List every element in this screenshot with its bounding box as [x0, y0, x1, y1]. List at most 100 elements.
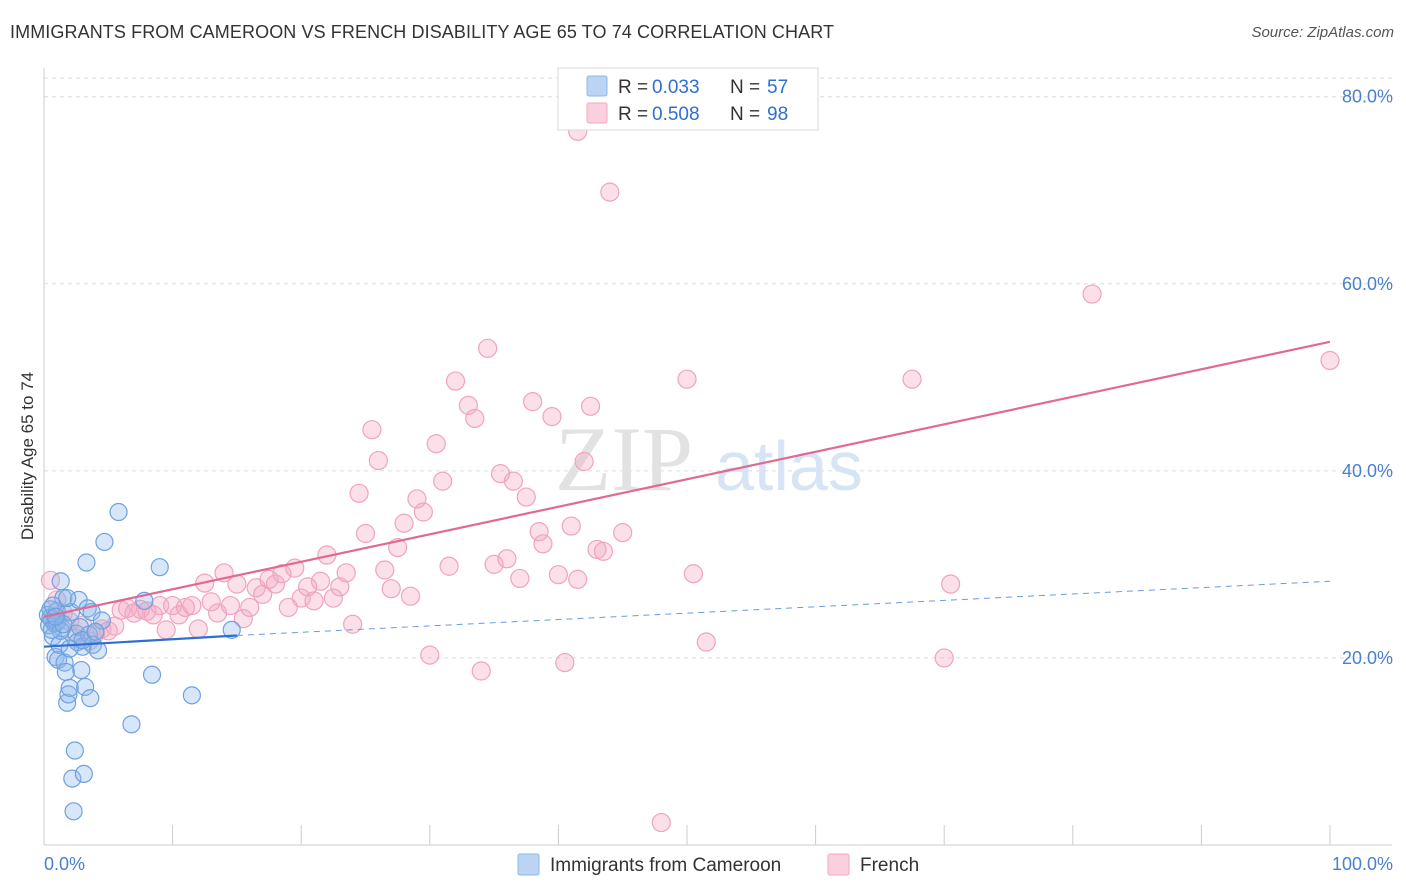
legend-r-label-cameroon: R =: [618, 77, 648, 98]
point-french: [941, 574, 961, 594]
point-cameroon: [59, 685, 78, 704]
trend-line-cameroon-dashed: [236, 580, 1331, 636]
point-french: [323, 588, 343, 608]
point-french: [278, 597, 298, 618]
point-french: [175, 597, 196, 618]
point-french: [613, 522, 633, 543]
point-french: [548, 565, 569, 585]
point-french: [400, 586, 421, 606]
point-cameroon: [56, 662, 75, 682]
legend-n-value-french: 98: [767, 104, 788, 125]
point-cameroon: [65, 741, 84, 760]
x-tick-labels: 0.0% 100.0%: [44, 854, 1393, 874]
legend-n-value-cameroon: 57: [767, 77, 788, 98]
point-french: [497, 549, 517, 569]
point-french: [433, 471, 453, 491]
y-tick-label: 20.0%: [1342, 648, 1393, 668]
point-cameroon: [54, 615, 73, 634]
point-french: [677, 369, 697, 389]
point-french: [478, 338, 498, 358]
point-french: [1320, 350, 1340, 371]
legend-r-label-french: R =: [618, 104, 648, 125]
point-cameroon: [74, 764, 93, 784]
point-french: [394, 513, 414, 533]
point-french: [201, 592, 221, 612]
series-cameroon: [38, 502, 241, 821]
point-french: [233, 609, 253, 629]
point-french: [902, 369, 922, 389]
point-cameroon: [95, 532, 114, 552]
point-french: [220, 595, 241, 616]
top-legend: R = 0.033 N = 57 R = 0.508 N = 98: [557, 67, 819, 131]
point-french: [587, 539, 607, 560]
point-cameroon: [222, 620, 241, 639]
y-tick-label: 80.0%: [1342, 87, 1393, 107]
legend-n-label-french: N =: [730, 104, 760, 125]
point-french: [683, 564, 704, 584]
bottom-legend: Immigrants from Cameroon French: [517, 853, 919, 876]
x-tick-label-end: 100.0%: [1332, 854, 1393, 874]
point-french: [445, 371, 466, 391]
point-french: [381, 579, 401, 599]
point-cameroon: [51, 572, 70, 591]
legend-swatch-french: [586, 102, 608, 124]
point-french: [574, 451, 594, 472]
chart-title: IMMIGRANTS FROM CAMEROON VS FRENCH DISAB…: [10, 22, 835, 42]
y-tick-label: 60.0%: [1342, 274, 1393, 294]
point-french: [471, 661, 491, 681]
point-cameroon: [122, 715, 141, 734]
point-french: [1082, 284, 1102, 304]
point-french: [568, 569, 588, 589]
trend-line-cameroon: [43, 634, 237, 648]
gridlines: [44, 77, 1392, 659]
point-french: [523, 392, 543, 412]
point-cameroon: [76, 677, 95, 697]
axes: [43, 68, 1392, 846]
trend-lines: [43, 340, 1331, 648]
point-french: [516, 487, 536, 507]
bottom-legend-label-cameroon: Immigrants from Cameroon: [550, 855, 781, 876]
point-cameroon: [63, 769, 82, 788]
point-cameroon: [55, 653, 74, 672]
point-french: [696, 632, 716, 652]
point-french: [375, 560, 395, 580]
point-french: [561, 516, 581, 536]
point-cameroon: [60, 678, 79, 697]
point-cameroon: [150, 558, 169, 577]
point-cameroon: [109, 502, 128, 522]
trend-line-french: [43, 340, 1331, 618]
point-french: [529, 522, 549, 542]
y-tick-label: 40.0%: [1342, 461, 1393, 481]
point-cameroon: [142, 665, 162, 684]
legend-swatch-cameroon: [586, 75, 608, 97]
point-cameroon: [58, 588, 77, 608]
point-french: [240, 597, 260, 618]
point-french: [510, 568, 530, 589]
source-label: Source: ZipAtlas.com: [1251, 24, 1394, 41]
point-cameroon: [77, 553, 96, 572]
point-french: [362, 420, 382, 440]
point-french: [420, 645, 440, 665]
point-french: [503, 471, 523, 491]
point-cameroon: [92, 611, 111, 630]
legend-r-value-french: 0.508: [652, 104, 700, 125]
point-french: [310, 571, 331, 591]
point-cameroon: [81, 689, 100, 708]
point-cameroon: [182, 686, 201, 705]
watermark: ZIP atlas: [555, 408, 863, 510]
point-french: [304, 591, 324, 611]
point-french: [182, 595, 202, 616]
point-french: [330, 577, 350, 597]
point-french: [349, 483, 369, 503]
bottom-legend-label-french: French: [860, 855, 919, 876]
point-french: [156, 620, 176, 640]
point-cameroon: [46, 607, 65, 626]
point-cameroon: [88, 641, 108, 660]
x-tick-label-start: 0.0%: [44, 854, 85, 874]
point-cameroon: [54, 588, 73, 608]
point-cameroon: [86, 622, 105, 641]
point-french: [368, 450, 388, 471]
point-french: [934, 648, 954, 668]
series-french: [40, 121, 1340, 833]
